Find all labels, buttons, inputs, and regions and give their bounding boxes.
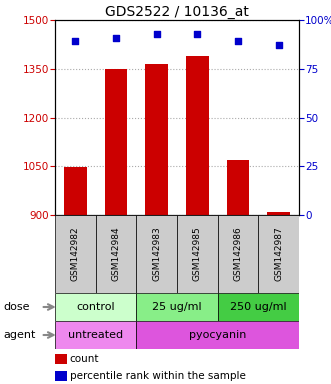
Text: GSM142986: GSM142986 <box>233 227 243 281</box>
Text: GSM142985: GSM142985 <box>193 227 202 281</box>
Bar <box>136 293 218 321</box>
Bar <box>177 215 218 293</box>
Bar <box>55 354 67 364</box>
Bar <box>96 215 136 293</box>
Bar <box>64 167 86 215</box>
Text: 25 ug/ml: 25 ug/ml <box>152 302 202 312</box>
Bar <box>258 215 299 293</box>
Text: percentile rank within the sample: percentile rank within the sample <box>70 371 246 381</box>
Bar <box>55 215 96 293</box>
Text: agent: agent <box>3 330 36 340</box>
Bar <box>136 321 299 349</box>
Bar <box>186 56 209 215</box>
Text: GSM142983: GSM142983 <box>152 227 161 281</box>
Text: untreated: untreated <box>68 330 123 340</box>
Bar <box>55 371 67 381</box>
Text: dose: dose <box>3 302 30 312</box>
Bar <box>55 293 136 321</box>
Bar <box>105 69 127 215</box>
Title: GDS2522 / 10136_at: GDS2522 / 10136_at <box>105 5 249 19</box>
Bar <box>146 64 168 215</box>
Text: GSM142987: GSM142987 <box>274 227 283 281</box>
Bar <box>218 215 258 293</box>
Bar <box>227 161 249 215</box>
Point <box>195 31 200 37</box>
Point <box>113 35 118 41</box>
Text: GSM142984: GSM142984 <box>112 227 120 281</box>
Text: control: control <box>76 302 115 312</box>
Point <box>235 38 241 45</box>
Bar <box>267 212 290 215</box>
Bar <box>55 321 136 349</box>
Point <box>154 31 159 37</box>
Text: pyocyanin: pyocyanin <box>189 330 246 340</box>
Bar <box>136 215 177 293</box>
Text: GSM142982: GSM142982 <box>71 227 80 281</box>
Bar <box>218 293 299 321</box>
Point <box>73 38 78 45</box>
Text: count: count <box>70 354 99 364</box>
Text: 250 ug/ml: 250 ug/ml <box>230 302 287 312</box>
Point <box>276 42 281 48</box>
